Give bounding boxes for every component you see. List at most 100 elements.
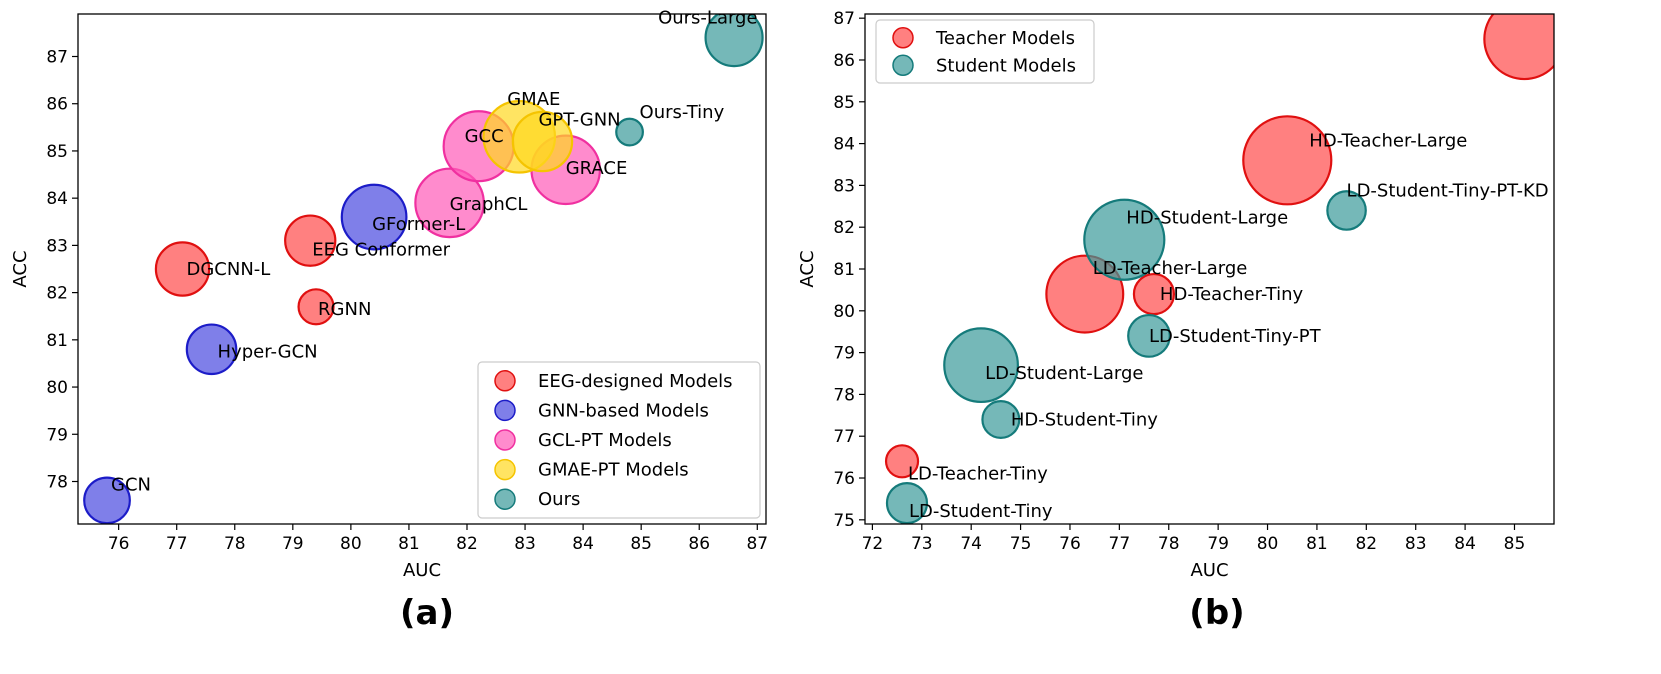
panel-a-y-tick-label: 78	[46, 473, 68, 493]
panel-a-bubble-eeg-conformer	[284, 214, 337, 267]
panel-b-legend-marker	[892, 27, 914, 49]
panel-a-legend-marker	[494, 399, 516, 422]
panel-a-bubble-gformer-l	[340, 183, 408, 251]
panel-a-bubble-ours-large	[704, 14, 764, 68]
panel-a-y-tick-label: 82	[46, 284, 68, 304]
panel-b-chart: HD-Teacher-Large-PTHD-Teacher-LargeLD-Te…	[797, 0, 1555, 633]
panel-b-label-ld-student-tiny: LD-Student-Tiny	[909, 501, 1053, 522]
panel-b-y-tick-label: 75	[833, 511, 855, 531]
panel-a-label-eeg-conformer: EEG Conformer	[312, 240, 450, 261]
panel-a-label-ours-large: Ours-Large	[658, 8, 758, 29]
panel-a-bubble-rgnn	[297, 288, 335, 326]
panel-a-bubble-labels: GCN Hyper-GCN GFormer-L DGCNN-L EEG Conforme…	[111, 8, 758, 496]
panel-b-x-tick-label: 84	[1454, 534, 1476, 554]
panel-b-bubble-hd-teacher-large-pt	[1483, 14, 1554, 81]
panel-a-y-tick-label: 86	[46, 95, 68, 115]
panel-a-y-tick-label: 79	[46, 425, 68, 445]
panel-a-bubble-ours-tiny	[615, 117, 644, 147]
panel-b-bubbles	[884, 14, 1554, 524]
panel-b-label-ld-student-tiny-pt: LD-Student-Tiny-PT	[1149, 326, 1322, 347]
panel-b-legend-marker	[892, 54, 914, 76]
panel-b-y-tick-label: 78	[833, 385, 855, 405]
panel-b-bubble-hd-teacher-tiny	[1132, 272, 1176, 316]
panel-a-legend: EEG-designed Models GNN-based Models GCL-P…	[477, 361, 761, 519]
panel-b-y-axis-label: ACC	[797, 250, 818, 287]
panel-b-x-tick-label: 73	[911, 534, 933, 554]
panel-a-bubble-gpt-gnn	[511, 110, 574, 173]
panel-a-label-gcc: GCC	[465, 126, 504, 147]
panel-b-y-tick-label: 81	[833, 260, 855, 280]
panel-b-x-tick-label: 79	[1207, 534, 1229, 554]
panel-a-legend-entry: GNN-based Models	[538, 400, 709, 421]
panel-a-x-axis-label: AUC	[403, 560, 441, 581]
panel-b-legend-entry: Student Models	[936, 55, 1076, 76]
panel-a-y-tick-label: 83	[46, 236, 68, 256]
panel-b-x-tick-label: 78	[1158, 534, 1180, 554]
panel-a-bubble-graphcl	[414, 167, 485, 239]
panel-a-x-tick-label: 79	[282, 534, 304, 554]
panel-a-x-tick-label: 81	[398, 534, 420, 554]
panel-a-label-rgnn: RGNN	[318, 299, 371, 320]
panel-b-label-ld-student-tiny-pt-kd: LD-Student-Tiny-PT-KD	[1347, 180, 1549, 201]
panel-b-x-tick-label: 76	[1059, 534, 1081, 554]
panel-b-bubble-ld-student-large	[943, 327, 1019, 404]
panel-a-x-tick-label: 84	[572, 534, 594, 554]
panel-a-label-gmae: GMAE	[507, 89, 560, 110]
panel-b-bubble-ld-student-tiny	[885, 482, 929, 524]
panel-a-x-tick-label: 86	[688, 534, 710, 554]
panel-b-x-tick-label: 83	[1405, 534, 1427, 554]
panel-b-y-tick-label: 87	[833, 9, 855, 29]
panel-a-x-tick-label: 82	[456, 534, 478, 554]
panel-b-y-tick-label: 82	[833, 218, 855, 238]
panel-b-x-axis-label: AUC	[1190, 560, 1228, 581]
panel-b-bubble-ld-teacher-tiny	[884, 444, 920, 479]
panel-b-x-tick-label: 77	[1109, 534, 1131, 554]
panel-b-x-tick-label: 80	[1257, 534, 1279, 554]
panel-b-x-tick-label: 75	[1010, 534, 1032, 554]
panel-b-x-tick-label: 74	[960, 534, 982, 554]
panel-a-label-ours-tiny: Ours-Tiny	[640, 102, 725, 123]
panel-a-y-tick-label: 80	[46, 378, 68, 398]
panel-b-caption: (b)	[1189, 593, 1244, 633]
panel-b-bubble-hd-teacher-large	[1242, 115, 1333, 206]
panel-a-bubble-hyper-gcn	[185, 323, 238, 376]
panel-a-plot-frame	[77, 13, 767, 525]
panel-b-y-tick-label: 83	[833, 176, 855, 196]
panel-a-x-tick-label: 78	[224, 534, 246, 554]
panel-a-y-tick-label: 87	[46, 48, 68, 68]
panel-b-bubble-hd-student-tiny	[981, 399, 1021, 439]
panel-b-x-tick-label: 85	[1504, 534, 1526, 554]
panel-a-label-dgcnn-l: DGCNN-L	[187, 259, 271, 280]
panel-b-label-hd-student-tiny: HD-Student-Tiny	[1011, 409, 1158, 430]
panel-b-label-hd-teacher-tiny: HD-Teacher-Tiny	[1160, 284, 1304, 305]
panel-a-legend-entry: Ours	[538, 489, 580, 510]
panel-a-bubble-dgcnn-l	[154, 241, 211, 297]
panel-a-legend-marker	[494, 429, 516, 451]
panel-a-y-tick-label: 81	[46, 331, 68, 351]
panel-a-legend-entry: EEG-designed Models	[538, 371, 733, 392]
panel-a-x-tick-label: 80	[340, 534, 362, 554]
panel-b-legend: Teacher Models Student Models	[875, 19, 1095, 84]
panel-b-y-tick-label: 85	[833, 93, 855, 113]
panel-a-x-tick-label: 85	[630, 534, 652, 554]
panel-b-y-tick-label: 79	[833, 344, 855, 364]
panel-b-label-hd-teacher-large: HD-Teacher-Large	[1309, 130, 1467, 151]
panel-a-label-grace: GRACE	[566, 158, 628, 179]
panel-b-y-tick-label: 77	[833, 427, 855, 447]
panel-a-label-graphcl: GraphCL	[450, 194, 528, 215]
panel-b-legend-entry: Teacher Models	[935, 28, 1075, 49]
panel-a-y-tick-label: 85	[46, 142, 68, 162]
panel-b-x-tick-label: 72	[862, 534, 884, 554]
panel-a-legend-marker	[494, 488, 516, 510]
panel-a-bubbles	[83, 14, 764, 524]
panel-b-x-tick-label: 82	[1355, 534, 1377, 554]
panel-b-y-tick-label: 80	[833, 302, 855, 322]
panel-b-label-ld-student-large: LD-Student-Large	[985, 363, 1143, 384]
panel-b-legend-box	[875, 19, 1095, 84]
panel-a-y-axis-label: ACC	[10, 250, 31, 287]
panel-a-label-gformer-l: GFormer-L	[372, 214, 465, 235]
panel-a-label-gcn: GCN	[111, 474, 151, 495]
panel-b-y-tick-label: 86	[833, 51, 855, 71]
panel-b-y-tick-label: 76	[833, 469, 855, 489]
